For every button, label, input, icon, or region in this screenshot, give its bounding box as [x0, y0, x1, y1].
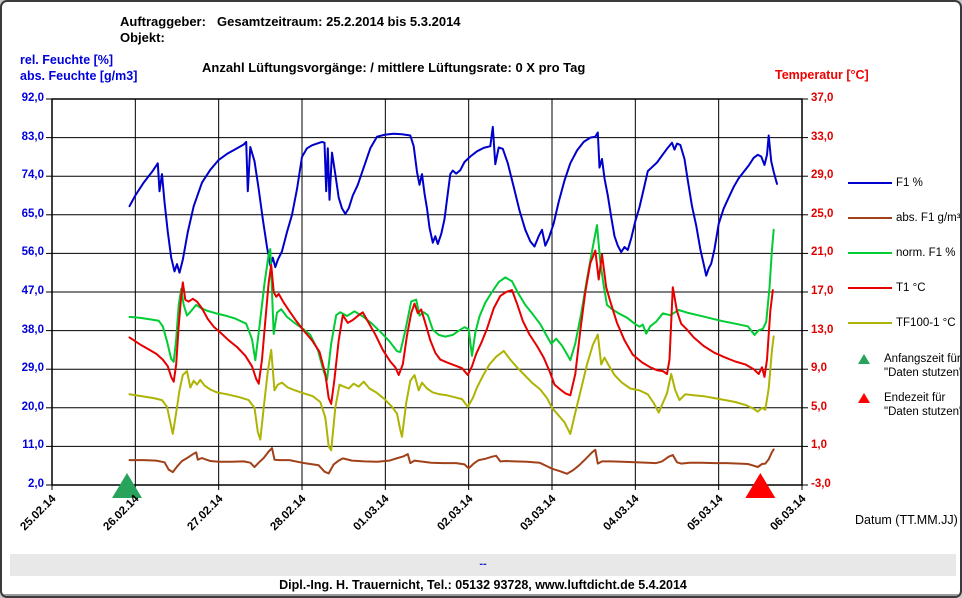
legend-item-5: TF100-1 °C [848, 314, 956, 332]
auftraggeber-label: Auftraggeber: [120, 14, 206, 29]
y-left-tick-label: 38,0 [21, 323, 44, 336]
x-tick-label: 06.03.14 [768, 493, 809, 534]
legend-line-swatch [848, 251, 892, 254]
y-right-tick-label: 25,0 [811, 207, 834, 220]
left-axis-title-rel: rel. Feuchte [%] [20, 53, 114, 67]
x-tick-label: 03.03.14 [518, 493, 559, 534]
legend-item-label: abs. F1 g/m³ [896, 211, 961, 224]
gesamtzeitraum-label: Gesamtzeitraum: 25.2.2014 bis 5.3.2014 [217, 14, 461, 29]
y-right-tick-label: 33,0 [811, 130, 834, 143]
legend-line-swatch [848, 321, 892, 324]
legend-item-1: F1 % [848, 174, 923, 192]
y-left-tick-label: 65,0 [21, 207, 44, 220]
x-tick-label: 26.02.14 [101, 493, 142, 534]
y-left-tick-label: 20,0 [21, 400, 44, 413]
legend-item-label: T1 °C [896, 281, 926, 294]
status-dots: -- [479, 558, 487, 570]
y-left-tick-label: 2,0 [28, 478, 44, 490]
legend-item-label: TF100-1 °C [896, 316, 956, 329]
right-axis-title: Temperatur [°C] [775, 68, 869, 82]
trim-end-triangle[interactable] [745, 473, 776, 498]
y-right-tick-label: 17,0 [811, 285, 834, 297]
legend-item-2: abs. F1 g/m³ [848, 209, 961, 227]
y-right-tick-label: 1,0 [811, 439, 827, 452]
y-right-tick-label: 29,0 [811, 169, 834, 182]
red-triangle-icon [858, 393, 870, 403]
y-right-tick-label: 37,0 [811, 92, 834, 104]
legend-marker-label: Anfangszeit für "Daten stutzen": [884, 353, 962, 379]
x-axis-title: Datum (TT.MM.JJ) [855, 513, 958, 527]
status-band [10, 554, 956, 576]
x-tick-label: 25.02.14 [18, 493, 59, 534]
objekt-label: Objekt: [120, 30, 165, 45]
legend-item-4: T1 °C [848, 279, 926, 297]
y-left-tick-label: 92,0 [21, 92, 44, 104]
lueftung-line: Anzahl Lüftungsvorgänge: / mittlere Lüft… [202, 60, 586, 75]
x-tick-label: 28.02.14 [268, 493, 309, 534]
y-right-tick-label: -3,0 [811, 478, 831, 490]
legend-line-swatch [848, 286, 892, 289]
window-bottom-edge [2, 594, 960, 596]
y-right-tick-label: 9,0 [811, 362, 827, 375]
trim-start-triangle[interactable] [112, 473, 142, 498]
x-tick-label: 27.02.14 [185, 493, 226, 534]
legend-item-label: F1 % [896, 176, 923, 189]
footer-credit: Dipl.-Ing. H. Trauernicht, Tel.: 05132 9… [279, 578, 687, 592]
x-tick-label: 01.03.14 [351, 493, 392, 534]
y-left-tick-label: 29,0 [21, 362, 44, 375]
y-left-tick-label: 74,0 [21, 169, 44, 182]
y-right-tick-label: 21,0 [811, 246, 834, 259]
y-left-tick-label: 56,0 [21, 246, 44, 259]
legend-marker-label: Endezeit für "Daten stutzen": [884, 392, 962, 418]
x-tick-label: 02.03.14 [435, 493, 476, 534]
legend-marker-end: Endezeit für "Daten stutzen": [858, 391, 962, 420]
left-axis-title-abs: abs. Feuchte [g/m3] [20, 69, 138, 83]
y-right-tick-label: 13,0 [811, 323, 834, 336]
legend-marker-start: Anfangszeit für "Daten stutzen": [858, 352, 962, 381]
green-triangle-icon [858, 354, 870, 364]
x-tick-label: 05.03.14 [685, 493, 726, 534]
legend-item-3: norm. F1 % [848, 244, 955, 262]
legend-line-swatch [848, 216, 892, 219]
y-left-tick-label: 11,0 [22, 439, 44, 452]
x-tick-label: 04.03.14 [601, 493, 642, 534]
legend-line-swatch [848, 181, 892, 184]
y-left-tick-label: 83,0 [21, 130, 44, 143]
y-left-tick-label: 47,0 [21, 285, 44, 297]
legend-item-label: norm. F1 % [896, 246, 956, 259]
y-right-tick-label: 5,0 [811, 400, 827, 413]
